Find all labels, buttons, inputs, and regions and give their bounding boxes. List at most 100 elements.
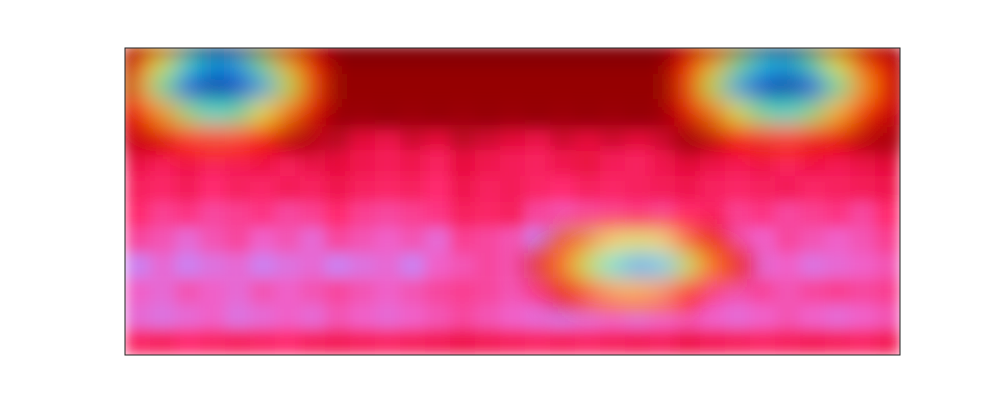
heat-cell [525,202,551,228]
overlay-cell [850,74,876,100]
overlay-cell [450,99,476,125]
plot-area [125,48,900,355]
heat-cell [300,125,326,151]
heat-cell [550,278,576,304]
heat-cell [850,304,876,330]
overlay-cell [550,278,576,304]
heat-cell [850,48,876,74]
heat-cell [650,48,676,74]
heat-cell [800,74,826,100]
heat-cell [475,278,501,304]
heat-cell [875,227,900,253]
heat-cell [300,202,326,228]
heat-cell [800,99,826,125]
overlay-cell [600,278,626,304]
overlay-cell [500,99,526,125]
overlay-cell [500,48,526,74]
heat-cell [300,329,326,355]
heat-cell [575,329,601,355]
heat-cell [750,278,776,304]
heat-cell [300,74,326,100]
overlay-cell [700,74,726,100]
heat-cell [200,329,226,355]
heat-cell [225,74,251,100]
heat-cell [875,176,900,202]
overlay-cell [825,74,851,100]
heat-cell [200,227,226,253]
heat-cell [800,125,826,151]
heat-cell [825,227,851,253]
heat-cell [500,278,526,304]
heat-cell [725,227,751,253]
heat-cell [700,99,726,125]
heat-cell [225,99,251,125]
heat-cell [450,329,476,355]
heat-cell [175,99,201,125]
overlay-cell [275,99,301,125]
heat-cell [775,150,801,176]
overlay-cell [725,99,751,125]
heat-cell [750,125,776,151]
heat-cell [275,329,301,355]
overlay-cell [750,48,776,74]
heat-cell [325,227,351,253]
heat-cell [125,150,151,176]
heat-cell [775,202,801,228]
heat-cell [725,202,751,228]
heat-cell [500,150,526,176]
overlay-cell [600,99,626,125]
overlay-cell [575,253,601,279]
heat-cell [850,125,876,151]
heat-cell [725,176,751,202]
overlay-cell [775,99,801,125]
heat-cell [225,202,251,228]
heat-cell [875,202,900,228]
heat-cell [850,99,876,125]
heat-cell [675,227,701,253]
heat-cell [350,227,376,253]
overlay-cell [675,125,701,151]
heat-cell [625,176,651,202]
overlay-cell [425,48,451,74]
heat-cell [325,176,351,202]
overlay-cell [700,125,726,151]
heat-cell [275,227,301,253]
heat-cell [550,304,576,330]
heat-cell [200,253,226,279]
heat-cell [400,253,426,279]
overlay-cell [650,48,676,74]
heat-cell [250,202,276,228]
heat-cell [675,304,701,330]
heat-cell [600,99,626,125]
heat-cell [625,278,651,304]
heat-cell [700,48,726,74]
heat-cell [600,278,626,304]
heat-cell [375,150,401,176]
overlay-cell [625,99,651,125]
heat-cell [125,125,151,151]
heat-cell [775,227,801,253]
heat-cell [450,150,476,176]
heat-cell [550,176,576,202]
heat-cell [275,176,301,202]
heat-cell [500,74,526,100]
heat-cell [275,278,301,304]
heat-cell [500,176,526,202]
heat-cell [125,99,151,125]
overlay-cell [225,125,251,151]
heat-cell [825,74,851,100]
heat-cell [450,176,476,202]
heat-cell [525,150,551,176]
heat-cell [600,48,626,74]
heat-cell [150,176,176,202]
heat-cell [325,202,351,228]
overlay-cell [675,48,701,74]
heat-cell [625,74,651,100]
overlay-cell [200,99,226,125]
heat-cell [775,304,801,330]
heat-cell [800,176,826,202]
heat-cell [850,329,876,355]
overlay-cell [750,125,776,151]
overlay-cell [725,74,751,100]
heat-cell [250,278,276,304]
